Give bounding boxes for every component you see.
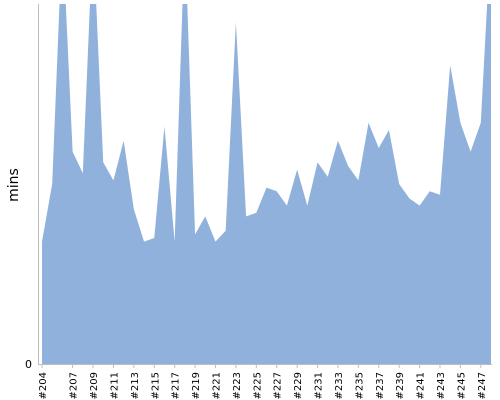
x-tick-label: #231 [314,372,325,399]
x-tick-label: #233 [334,372,345,399]
x-tick-label: #207 [69,372,80,399]
x-tick-label: #215 [150,372,161,399]
x-tick-label: #217 [171,372,182,399]
x-tick-label: #245 [456,372,467,399]
x-tick-label: #223 [232,372,243,399]
x-tick-label: #211 [109,372,120,399]
x-tick-label: #213 [130,372,141,399]
x-tick-label: #219 [191,372,202,399]
x-tick-label: #204 [38,372,49,399]
y-tick-label: 0 [25,358,32,371]
x-ticks: #204 #207 #209 #211 #213 #215 #217 #219 #221 #223… [38,364,488,399]
x-tick-label: #229 [293,372,304,399]
x-tick-label: #209 [89,372,100,399]
y-axis-label: mins [6,168,22,202]
x-tick-label: #239 [395,372,406,399]
x-tick-label: #225 [252,372,263,399]
x-tick-label: #237 [375,372,386,399]
x-tick-label: #243 [436,372,447,399]
y-ticks: 0 [25,358,32,371]
series-area [42,4,491,364]
plot-area [42,4,491,364]
x-tick-label: #227 [273,372,284,399]
x-tick-label: #247 [477,372,488,399]
x-tick-label: #241 [416,372,427,399]
x-tick-label: #221 [211,372,222,399]
x-tick-label: #235 [354,372,365,399]
